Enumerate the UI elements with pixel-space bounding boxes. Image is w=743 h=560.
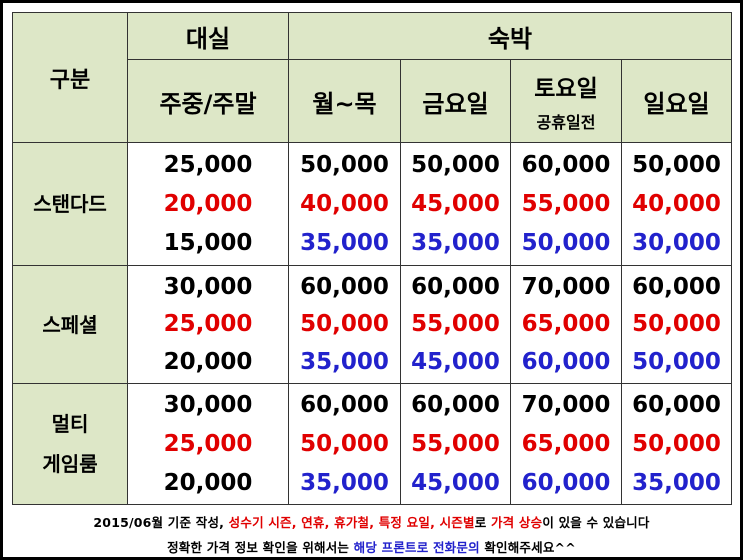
price-value: 50,000 — [632, 311, 721, 338]
price-value: 50,000 — [411, 151, 500, 178]
price-value: 30,000 — [163, 273, 253, 300]
standard-mon-thu-prices: 50,000 40,000 35,000 — [288, 142, 401, 266]
weekday-weekend-header: 주중/주말 — [127, 59, 289, 143]
special-mon-thu-prices: 60,000 50,000 35,000 — [288, 265, 401, 384]
room-type-name: 스탠다드 — [33, 192, 107, 216]
special-saturday-prices: 70,000 65,000 60,000 — [510, 265, 622, 384]
price-value: 60,000 — [411, 273, 500, 300]
special-friday-prices: 60,000 55,000 45,000 — [400, 265, 511, 384]
category-header: 구분 — [12, 12, 128, 143]
price-value: 60,000 — [632, 273, 721, 300]
price-value: 50,000 — [521, 230, 611, 257]
multi-sunday-prices: 60,000 50,000 35,000 — [621, 383, 732, 505]
price-value: 60,000 — [521, 151, 611, 178]
price-value: 60,000 — [521, 469, 611, 496]
price-value: 25,000 — [163, 151, 253, 178]
friday-header: 금요일 — [400, 59, 511, 143]
price-value: 35,000 — [300, 349, 389, 376]
price-value: 60,000 — [521, 349, 611, 376]
price-value: 70,000 — [521, 273, 611, 300]
standard-daesil-prices: 25,000 20,000 15,000 — [127, 142, 289, 266]
saturday-header: 토요일 공휴일전 — [510, 59, 622, 143]
category-header-label: 구분 — [49, 67, 91, 93]
price-value: 50,000 — [632, 151, 721, 178]
price-value: 65,000 — [521, 430, 611, 457]
price-value: 60,000 — [632, 392, 721, 419]
price-value: 50,000 — [300, 311, 389, 338]
footer-note-2: 정확한 가격 정보 확인을 위해서는 해당 프론트로 전화문의 확인해주세요^^ — [3, 537, 740, 556]
mon-thu-label: 월~목 — [312, 89, 377, 118]
daesil-header: 대실 — [127, 12, 289, 60]
price-value: 35,000 — [300, 230, 389, 257]
daesil-header-label: 대실 — [185, 24, 231, 53]
standard-sunday-prices: 50,000 40,000 30,000 — [621, 142, 732, 266]
footer-segment: 정확한 가격 정보 확인을 위해서는 — [167, 540, 354, 555]
room-type-name-line2: 게임룸 — [42, 452, 98, 476]
footer-segment: 로 — [474, 515, 491, 530]
footer-segment: 이 있을 수 있습니다 — [542, 515, 650, 530]
price-value: 60,000 — [300, 273, 389, 300]
footer-segment: 확인해주세요^^ — [479, 540, 576, 555]
room-type-standard: 스탠다드 — [12, 142, 128, 266]
footer-segment: 가격 상승 — [490, 515, 543, 530]
standard-friday-prices: 50,000 45,000 35,000 — [400, 142, 511, 266]
weekday-weekend-label: 주중/주말 — [159, 89, 257, 118]
footer-segment: 해당 프론트로 전화문의 — [353, 540, 480, 555]
footer-note-1: 2015/06월 기준 작성, 성수기 시즌, 연휴, 휴가철, 특정 요일, … — [3, 512, 740, 531]
price-value: 40,000 — [632, 190, 721, 217]
standard-saturday-prices: 60,000 55,000 50,000 — [510, 142, 622, 266]
price-value: 45,000 — [411, 190, 500, 217]
room-type-name: 스페셜 — [42, 312, 98, 337]
sunday-header: 일요일 — [621, 59, 732, 143]
room-type-multi-game: 멀티 게임룸 — [12, 383, 128, 505]
footer-segment: 2015/06월 기준 작성, — [93, 515, 229, 530]
price-value: 50,000 — [300, 430, 389, 457]
special-daesil-prices: 30,000 25,000 20,000 — [127, 265, 289, 384]
saturday-sub-label: 공휴일전 — [536, 113, 596, 132]
multi-saturday-prices: 70,000 65,000 60,000 — [510, 383, 622, 505]
price-value: 65,000 — [521, 311, 611, 338]
price-value: 55,000 — [521, 190, 611, 217]
price-value: 50,000 — [632, 349, 721, 376]
price-value: 55,000 — [411, 311, 500, 338]
price-value: 20,000 — [163, 349, 253, 376]
price-value: 45,000 — [411, 349, 500, 376]
price-value: 15,000 — [163, 230, 253, 257]
footer-segment: 성수기 시즌, 연휴, 휴가철, 특정 요일, 시즌별 — [228, 515, 475, 530]
price-value: 60,000 — [300, 392, 389, 419]
multi-friday-prices: 60,000 55,000 45,000 — [400, 383, 511, 505]
room-type-special: 스페셜 — [12, 265, 128, 384]
price-value: 45,000 — [411, 469, 500, 496]
price-value: 35,000 — [632, 469, 721, 496]
mon-thu-header: 월~목 — [288, 59, 401, 143]
sukbak-header: 숙박 — [288, 12, 732, 60]
price-value: 55,000 — [411, 430, 500, 457]
multi-mon-thu-prices: 60,000 50,000 35,000 — [288, 383, 401, 505]
room-type-name: 멀티 — [51, 412, 89, 436]
sunday-label: 일요일 — [643, 89, 710, 118]
price-value: 20,000 — [163, 190, 253, 217]
price-value: 35,000 — [300, 469, 389, 496]
price-value: 40,000 — [300, 190, 389, 217]
price-value: 50,000 — [632, 430, 721, 457]
price-value: 30,000 — [632, 230, 721, 257]
multi-daesil-prices: 30,000 25,000 20,000 — [127, 383, 289, 505]
saturday-label: 토요일 — [534, 76, 598, 102]
friday-label: 금요일 — [422, 89, 489, 118]
price-value: 35,000 — [411, 230, 500, 257]
price-value: 25,000 — [163, 430, 253, 457]
price-value: 70,000 — [521, 392, 611, 419]
price-value: 30,000 — [163, 392, 253, 419]
special-sunday-prices: 60,000 50,000 50,000 — [621, 265, 732, 384]
sukbak-header-label: 숙박 — [487, 24, 533, 53]
price-value: 25,000 — [163, 311, 253, 338]
price-value: 60,000 — [411, 392, 500, 419]
price-value: 50,000 — [300, 151, 389, 178]
price-value: 20,000 — [163, 469, 253, 496]
